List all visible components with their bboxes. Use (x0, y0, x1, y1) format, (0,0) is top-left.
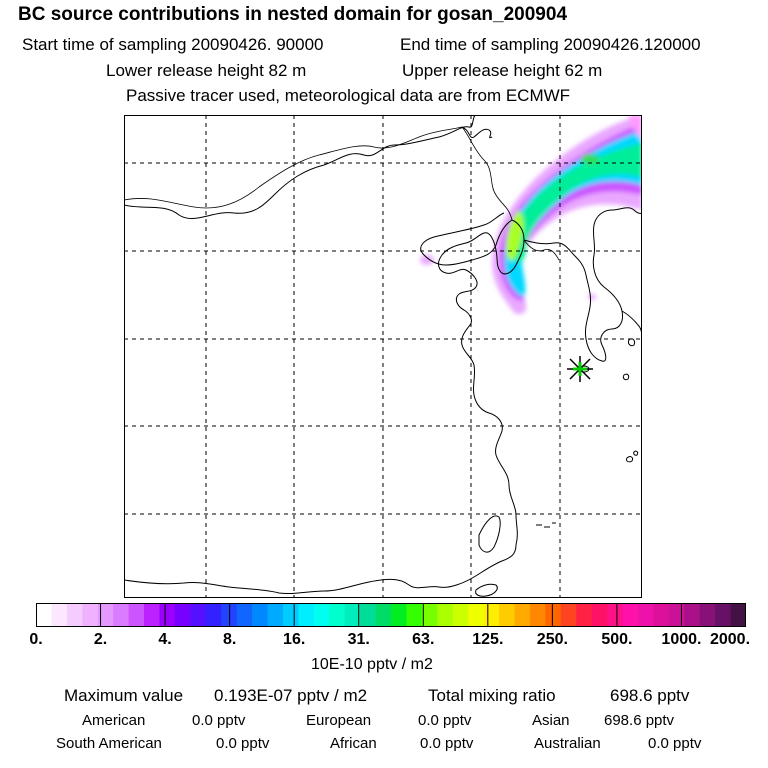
colorbar-tick-label: 31. (347, 631, 370, 648)
region-african-value: 0.0 pptv (420, 735, 474, 752)
region-european-value: 0.0 pptv (418, 712, 472, 729)
colorbar-tick-label: 63. (412, 631, 435, 648)
region-american-value: 0.0 pptv (192, 712, 246, 729)
colorbar-swatch (66, 603, 83, 627)
region-asian-label: Asian (532, 712, 570, 729)
map-panel (124, 115, 642, 598)
colorbar-swatch (128, 603, 145, 627)
colorbar-swatch (252, 603, 269, 627)
region-south-american-value: 0.0 pptv (216, 735, 270, 752)
colorbar-tick-label: 4. (158, 631, 172, 648)
colorbar-swatch (668, 603, 685, 627)
colorbar-swatch (360, 603, 377, 627)
colorbar-swatch (391, 603, 407, 627)
colorbar-swatch (637, 603, 654, 627)
region-australian-value: 0.0 pptv (648, 735, 702, 752)
colorbar-swatch (282, 603, 299, 627)
region-american-label: American (82, 712, 146, 729)
colorbar-swatch (421, 603, 438, 627)
colorbar-swatch (499, 603, 515, 627)
colorbar-tick-label: 1000. (661, 631, 702, 648)
region-south-american-label: South American (56, 735, 162, 752)
region-european-label: European (306, 712, 372, 729)
colorbar-tick-label: 125. (472, 631, 504, 648)
concentration-plume (420, 115, 642, 315)
end-time-label: End time of sampling 20090426.120000 (400, 35, 701, 54)
lat-lon-grid (124, 115, 642, 598)
map-title: BC source contributions in nested domain… (18, 4, 568, 25)
colorbar-tick-label: 250. (536, 631, 568, 648)
map-frame (124, 115, 642, 598)
colorbar-swatch (529, 603, 546, 627)
colorbar-swatch (236, 603, 253, 627)
tracer-note: Passive tracer used, meteorological data… (126, 86, 571, 105)
country-borders (124, 126, 560, 261)
colorbar-swatch (483, 603, 500, 627)
region-australian-label: Australian (534, 735, 601, 752)
colorbar-swatch (653, 603, 670, 627)
colorbar-swatch (591, 603, 608, 627)
colorbar-swatch (576, 603, 593, 627)
colorbar-swatch (159, 603, 176, 627)
colorbar-frame (36, 603, 746, 627)
colorbar-swatch (267, 603, 284, 627)
colorbar-tick-label: 2000. (709, 631, 751, 648)
colorbar-units: 10E-10 pptv / m2 (311, 656, 433, 673)
colorbar-swatch (607, 603, 624, 627)
colorbar-swatch (144, 603, 160, 627)
colorbar-swatch (344, 603, 361, 627)
colorbar-swatch (298, 603, 315, 627)
start-time-label: Start time of sampling 20090426. 90000 (22, 35, 324, 54)
colorbar-swatch (113, 603, 130, 627)
colorbar-swatch (730, 603, 746, 627)
colorbar-swatch (313, 603, 330, 627)
colorbar (36, 603, 746, 627)
colorbar-swatch (190, 603, 207, 627)
colorbar-swatch (205, 603, 222, 627)
colorbar-swatch (406, 603, 423, 627)
colorbar-swatch (82, 603, 99, 627)
max-value: 0.193E-07 pptv / m2 (214, 686, 368, 705)
colorbar-swatch (514, 603, 531, 627)
total-mixing-value: 698.6 pptv (610, 686, 690, 705)
colorbar-swatch (452, 603, 469, 627)
lower-release-label: Lower release height 82 m (106, 61, 307, 80)
total-mixing-label: Total mixing ratio (428, 686, 556, 705)
receptor-star-icon (567, 356, 593, 382)
region-african-label: African (330, 735, 377, 752)
colorbar-swatch (545, 603, 562, 627)
colorbar-tick-label: 8. (222, 631, 237, 648)
colorbar-swatch (51, 603, 68, 627)
colorbar-swatch (174, 603, 191, 627)
colorbar-swatch (622, 603, 639, 627)
upper-release-label: Upper release height 62 m (402, 61, 603, 80)
region-asian-value: 698.6 pptv (604, 712, 675, 729)
colorbar-swatch (699, 603, 716, 627)
colorbar-swatch (684, 603, 701, 627)
colorbar-swatch (329, 603, 346, 627)
colorbar-swatch (560, 603, 577, 627)
colorbar-tick-label: 2. (93, 631, 108, 648)
colorbar-tick-label: 16. (283, 631, 306, 648)
colorbar-swatch (437, 603, 454, 627)
coastlines (124, 115, 642, 597)
colorbar-swatch (97, 603, 114, 627)
colorbar-swatch (715, 603, 732, 627)
colorbar-tick-label: 500. (601, 631, 633, 648)
colorbar-swatch (468, 603, 485, 627)
colorbar-tick-label: 0. (29, 631, 43, 648)
max-value-label: Maximum value (64, 686, 184, 705)
colorbar-swatch (36, 603, 52, 627)
colorbar-swatch (375, 603, 392, 627)
